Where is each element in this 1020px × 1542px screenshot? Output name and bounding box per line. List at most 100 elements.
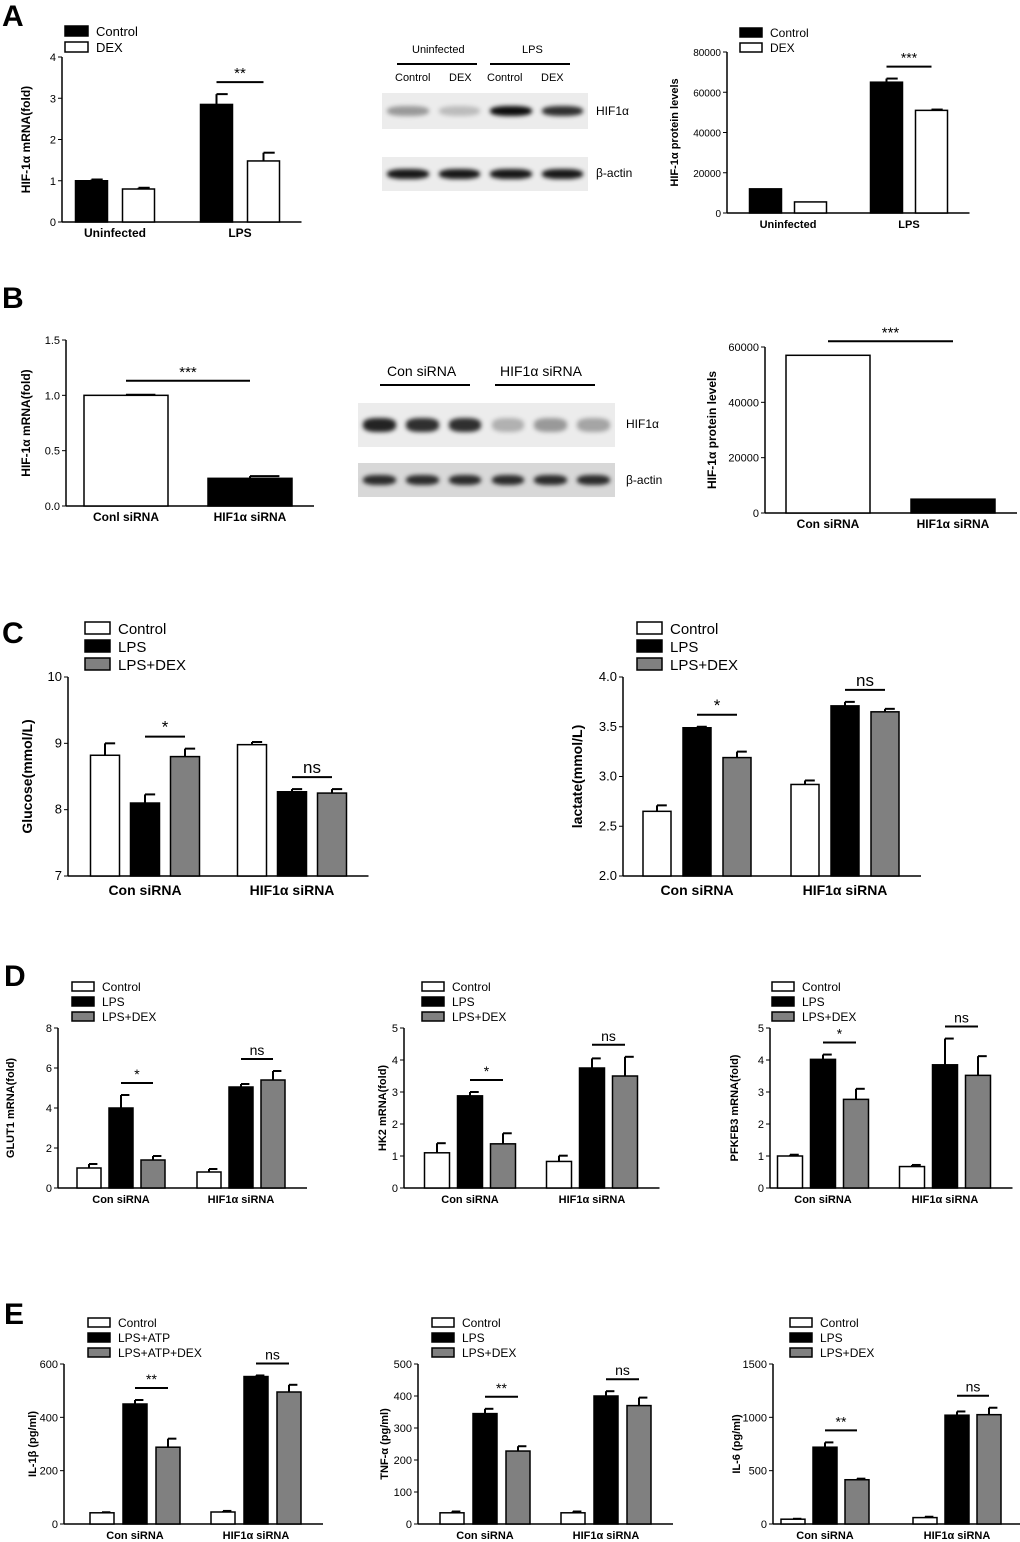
legend-label: LPS+ATP: [118, 1331, 170, 1345]
y-tick-label: 500: [394, 1359, 412, 1371]
bar-dex: [246, 160, 281, 223]
significance-label: ns: [856, 671, 874, 690]
y-tick-label: 600: [40, 1359, 58, 1371]
blot-band: [491, 474, 525, 486]
bar-lps: [472, 1412, 498, 1525]
y-tick-label: 0: [406, 1519, 412, 1531]
bar-control: [560, 1512, 586, 1525]
legend-label: LPS: [118, 639, 146, 656]
x-tick-label: LPS: [228, 226, 251, 240]
legend-label: Control: [96, 24, 138, 39]
legend-swatch: [789, 1347, 813, 1358]
y-tick-label: 500: [749, 1466, 767, 1478]
bar-control: [790, 783, 820, 877]
panel-letter-e: E: [4, 1298, 25, 1331]
bar-lps: [456, 1095, 484, 1189]
x-tick-label: HIF1α siRNA: [208, 1194, 275, 1206]
y-tick-label: 0: [52, 1519, 58, 1531]
y-tick-label: 0: [392, 1183, 398, 1195]
y-tick-label: 4: [46, 1103, 52, 1115]
y-tick-label: 3: [50, 93, 56, 105]
bar-lps: [931, 1064, 959, 1189]
blot-band: [405, 418, 439, 432]
blot-lane-label: DEX: [449, 72, 472, 84]
bar-lps-atp-dex: [155, 1446, 181, 1525]
x-tick-label: LPS: [898, 219, 919, 231]
chart-D-pfkfb3: 0 1 2 3 4 5 PFKFB3 mRNA(fold) Con siRNA HIF1α si…: [729, 980, 1013, 1206]
y-axis-label: PFKFB3 mRNA(fold): [729, 1054, 741, 1161]
y-axis-label: HIF-1α protein levels: [669, 78, 681, 186]
legend-swatch: [431, 1347, 455, 1358]
significance-label: ns: [954, 1010, 969, 1026]
y-tick-label: 200: [40, 1466, 58, 1478]
x-tick-label: HIF1α siRNA: [917, 517, 990, 531]
y-tick-label: 3.5: [599, 719, 617, 734]
y-tick-label: 9: [55, 735, 62, 750]
y-tick-label: 0: [753, 508, 759, 520]
blot-band: [405, 474, 439, 486]
bar-lps: [276, 791, 308, 877]
bar-con-sirna: [785, 354, 871, 514]
chart-C-lactate: 2.0 2.5 3.0 3.5 4.0 lactate(mmol/L) Con siRNA H…: [569, 621, 921, 898]
bar-control: [199, 103, 234, 223]
bar-lps: [809, 1058, 837, 1189]
y-tick-label: 1.5: [45, 335, 60, 347]
x-tick-label: Con siRNA: [92, 1194, 150, 1206]
blot-strip-hif1a: [358, 403, 615, 447]
y-tick-label: 40000: [728, 397, 759, 409]
bar-control: [869, 81, 904, 214]
legend-swatch: [84, 621, 111, 635]
y-tick-label: 0: [758, 1183, 764, 1195]
significance-label: *: [714, 696, 721, 715]
y-tick-label: 1: [392, 1151, 398, 1163]
bar-conl-sirna: [83, 394, 169, 507]
blot-group-label: HIF1α siRNA: [500, 363, 582, 379]
chart-E-tnfa: 0 100 200 300 400 500 TNF-α (pg/ml) Con siRNA HI…: [379, 1316, 673, 1542]
blot-band: [577, 418, 610, 432]
group-line: [495, 384, 595, 386]
y-tick-label: 0: [46, 1183, 52, 1195]
y-tick-label: 0: [50, 217, 56, 229]
bar-lps-atp: [122, 1403, 148, 1525]
x-tick-label: HIF1α siRNA: [559, 1194, 626, 1206]
bar-lps: [812, 1446, 838, 1525]
y-tick-label: 3: [392, 1087, 398, 1099]
chart-B-mrna: 0.0 0.5 1.0 1.5 HIF-1α mRNA(fold) Conl siRNA H…: [19, 335, 314, 524]
legend-swatch: [421, 1011, 445, 1022]
bar-lps: [129, 802, 161, 877]
legend-swatch: [431, 1332, 455, 1343]
blot-lane-label: DEX: [541, 72, 564, 84]
x-tick-label: HIF1α siRNA: [912, 1194, 979, 1206]
legend-label: LPS: [462, 1331, 485, 1345]
bar-hif1-sirna: [910, 498, 996, 514]
bar-lps-dex: [316, 792, 348, 877]
legend-label: Control: [462, 1316, 501, 1330]
blot-band: [534, 418, 568, 432]
y-tick-label: 3: [758, 1087, 764, 1099]
group-line: [397, 63, 477, 65]
bar-lps: [108, 1107, 134, 1189]
legend-label: LPS+DEX: [670, 657, 738, 674]
bar-lps-dex: [260, 1079, 286, 1189]
legend-swatch: [771, 1011, 795, 1022]
x-tick-label: Con siRNA: [796, 1530, 854, 1542]
y-tick-label: 300: [394, 1423, 412, 1435]
legend-label: Control: [102, 980, 141, 994]
group-line: [490, 63, 570, 65]
blot-band: [490, 168, 532, 180]
legend-swatch: [431, 1317, 455, 1328]
bar-control: [439, 1512, 465, 1525]
blot-band: [541, 168, 583, 180]
blot-band: [491, 418, 525, 432]
y-tick-label: 400: [394, 1391, 412, 1403]
bar-lps-dex: [611, 1075, 639, 1189]
x-tick-label: Con siRNA: [106, 1530, 164, 1542]
significance-label: ns: [966, 1379, 981, 1395]
significance-label: ***: [901, 50, 918, 66]
y-tick-label: 0.5: [45, 446, 60, 458]
legend-label: Control: [802, 980, 841, 994]
legend-label: Control: [118, 621, 166, 638]
x-tick-label: HIF1α siRNA: [223, 1530, 290, 1542]
y-tick-label: 0: [715, 209, 721, 220]
